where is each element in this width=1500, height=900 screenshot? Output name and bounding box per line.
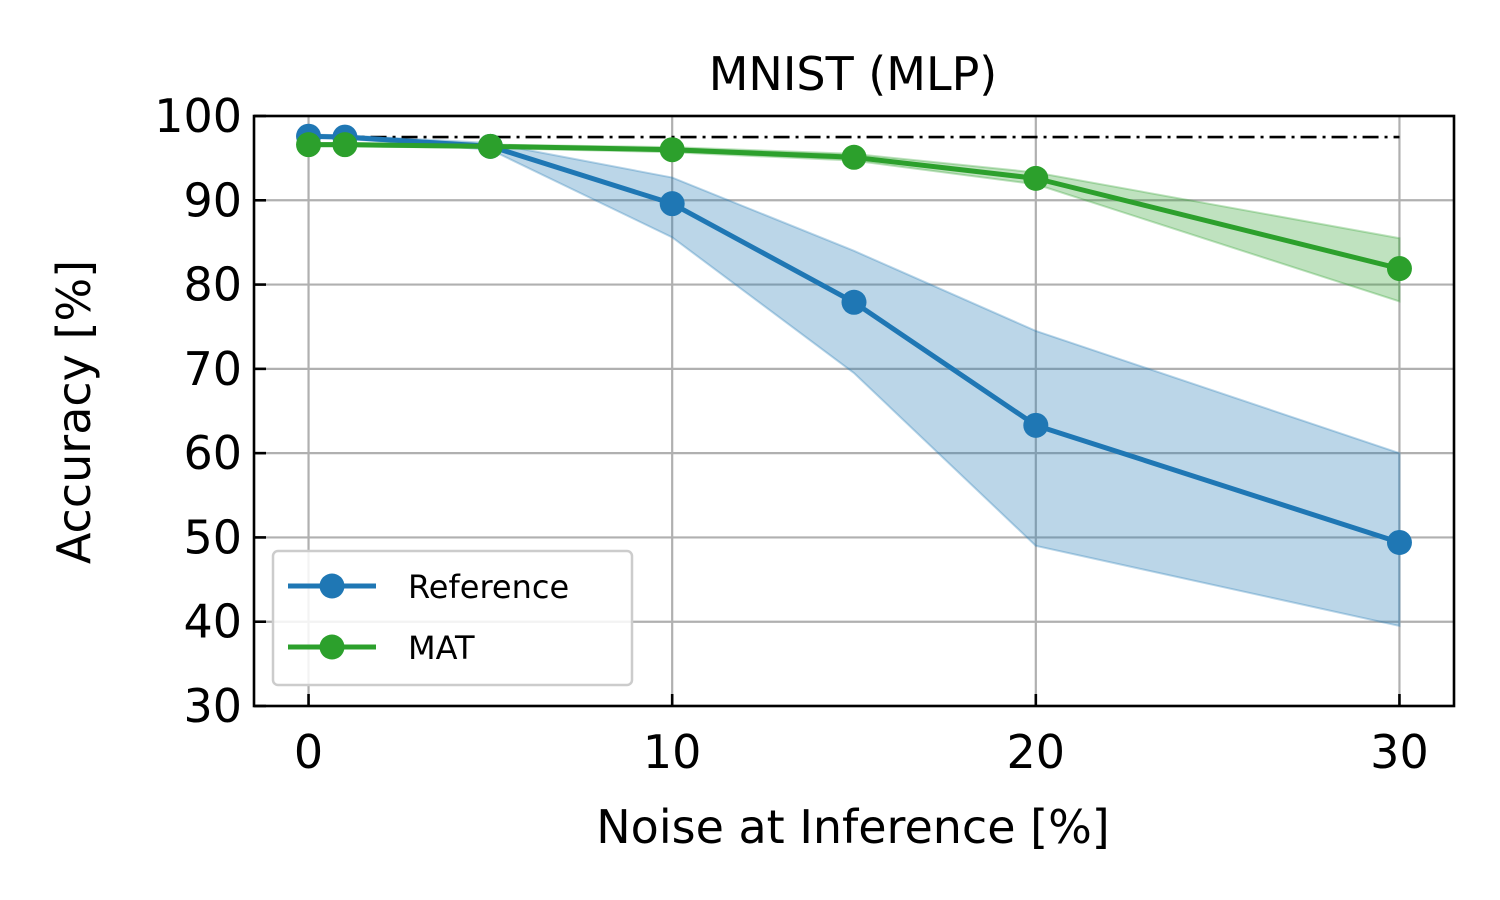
y-tick-label: 30 <box>183 679 242 733</box>
y-tick-label: 40 <box>183 595 242 649</box>
data-point <box>1386 529 1412 555</box>
legend-marker <box>319 573 345 599</box>
axis-ticks <box>254 114 1401 708</box>
data-point <box>1386 256 1412 282</box>
data-point <box>296 132 322 158</box>
series-points <box>296 123 1412 555</box>
chart-title: MNIST (MLP) <box>709 47 998 101</box>
plot-frame <box>252 114 1456 708</box>
y-tick-label: 100 <box>154 89 242 143</box>
x-tick-labels: 0 10 20 30 <box>294 725 1429 779</box>
legend: Reference MAT <box>271 549 634 687</box>
legend-label: MAT <box>408 629 475 667</box>
y-tick-label: 90 <box>183 173 242 227</box>
x-tick-label: 30 <box>1370 725 1429 779</box>
y-tick-label: 70 <box>183 342 242 396</box>
y-axis-label: Accuracy [%] <box>47 260 101 564</box>
x-tick-label: 0 <box>294 725 323 779</box>
y-tick-label: 50 <box>183 510 242 564</box>
data-point <box>332 132 358 158</box>
x-tick-label: 10 <box>643 725 702 779</box>
x-tick-label: 20 <box>1007 725 1066 779</box>
y-tick-label: 80 <box>183 258 242 312</box>
legend-label: Reference <box>408 568 569 606</box>
legend-marker <box>319 634 345 660</box>
data-point <box>841 144 867 170</box>
x-axis-label: Noise at Inference [%] <box>596 800 1109 854</box>
data-point <box>477 133 503 159</box>
data-point <box>841 289 867 315</box>
data-point <box>1023 165 1049 191</box>
y-tick-labels: 30 40 50 60 70 80 90 100 <box>154 89 242 733</box>
data-point <box>659 137 685 163</box>
data-point <box>1023 412 1049 438</box>
data-point <box>659 191 685 217</box>
y-tick-label: 60 <box>183 426 242 480</box>
